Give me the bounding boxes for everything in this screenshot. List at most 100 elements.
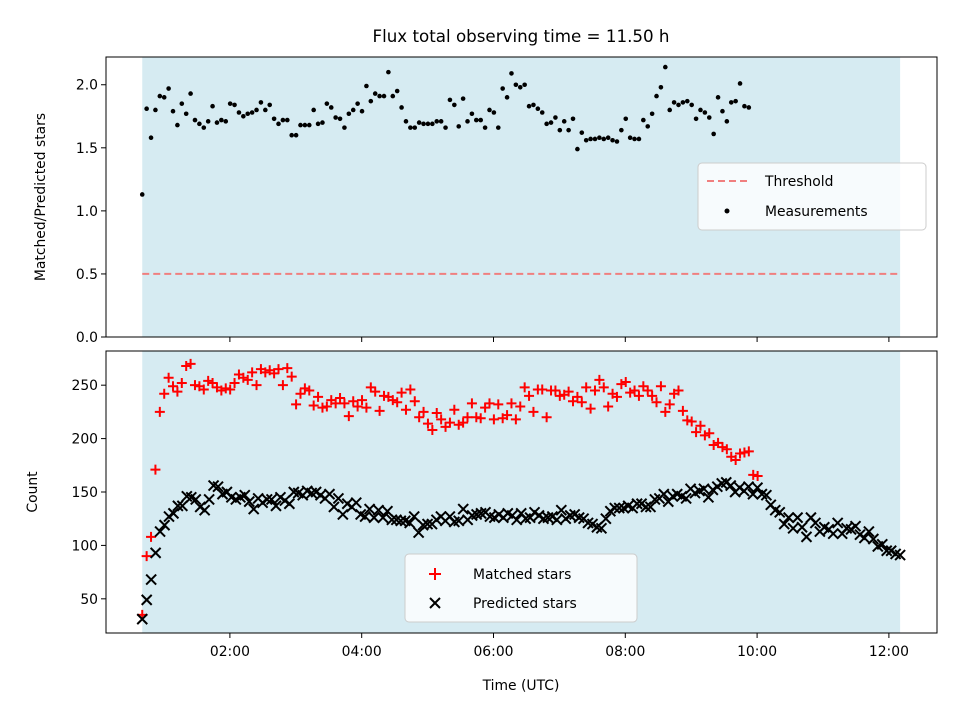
matched-star-point xyxy=(387,395,398,406)
predicted-star-point xyxy=(457,503,469,515)
matched-star-point xyxy=(282,363,293,374)
matched-star-point xyxy=(752,470,763,481)
measurement-point xyxy=(416,120,422,125)
matched-star-point xyxy=(524,390,535,401)
bottom-legend: Matched stars Predicted stars xyxy=(404,553,638,623)
matched-star-point xyxy=(295,388,306,399)
matched-star-point xyxy=(594,374,605,385)
measurement-point xyxy=(241,113,246,119)
measurement-point xyxy=(320,120,325,125)
predicted-star-point xyxy=(702,491,715,504)
predicted-star-point xyxy=(239,489,251,501)
matched-star-point xyxy=(475,413,486,424)
matched-star-point xyxy=(431,407,442,418)
matched-star-point xyxy=(339,398,350,409)
measurement-point xyxy=(548,120,554,125)
bottom-legend-box xyxy=(404,553,638,623)
matched-star-point xyxy=(150,464,161,475)
matched-star-point xyxy=(198,384,209,395)
measurement-point xyxy=(306,122,312,128)
predicted-star-point xyxy=(595,522,608,535)
top-y-tick-label: 1.0 xyxy=(76,204,98,220)
measurement-point xyxy=(676,102,681,108)
matched-star-point xyxy=(396,387,407,398)
matched-star-point xyxy=(620,376,631,387)
measurement-point xyxy=(342,125,347,130)
matched-star-point xyxy=(673,385,684,396)
matched-star-point xyxy=(378,390,389,401)
measurement-point xyxy=(566,127,571,133)
measurement-point xyxy=(504,95,510,100)
predicted-star-point xyxy=(203,493,215,506)
measurement-point xyxy=(210,103,215,109)
matched-star-point xyxy=(550,385,561,396)
matched-star-point xyxy=(541,412,552,423)
legend-matched-label: Matched stars xyxy=(473,567,571,583)
matched-star-point xyxy=(642,385,653,396)
matched-star-point xyxy=(699,430,710,441)
matched-star-point xyxy=(392,397,403,408)
measurement-point xyxy=(359,108,365,114)
matched-star-point xyxy=(506,398,517,409)
matched-star-point xyxy=(400,404,411,415)
predicted-stars-points xyxy=(136,476,906,625)
measurement-point xyxy=(531,102,536,108)
measurement-point xyxy=(443,125,448,130)
matched-star-point xyxy=(651,397,662,408)
matched-star-point xyxy=(611,391,622,402)
predicted-star-point xyxy=(323,488,336,500)
predicted-star-point xyxy=(774,506,786,519)
predicted-star-point xyxy=(600,512,612,525)
matched-star-point xyxy=(361,402,372,413)
measurement-point xyxy=(430,121,435,127)
matched-star-point xyxy=(172,386,183,397)
measurement-point xyxy=(605,135,611,141)
measurement-point xyxy=(711,131,716,137)
matched-star-point xyxy=(616,379,627,390)
measurement-point xyxy=(728,100,734,105)
bottom-x-tick-label: 12:00 xyxy=(869,644,909,660)
matched-star-point xyxy=(589,385,600,396)
predicted-star-point xyxy=(368,511,380,524)
top-panel: 0.00.51.01.52.0 Matched/Predicted stars … xyxy=(33,56,938,346)
measurement-point xyxy=(324,101,330,106)
measurement-point xyxy=(482,125,488,130)
measurement-point xyxy=(654,93,659,99)
measurement-point xyxy=(693,116,699,122)
matched-star-point xyxy=(444,417,455,428)
measurement-point xyxy=(487,107,492,113)
matched-star-point xyxy=(563,386,574,397)
measurement-point xyxy=(412,125,418,130)
matched-star-point xyxy=(462,412,473,423)
matched-star-point xyxy=(721,444,732,455)
measurement-point xyxy=(267,102,273,108)
measurement-point xyxy=(280,117,286,123)
measurement-point xyxy=(667,107,673,113)
matched-star-point xyxy=(633,390,644,401)
predicted-star-point xyxy=(782,511,795,524)
predicted-star-point xyxy=(381,505,394,517)
predicted-star-point xyxy=(849,520,862,532)
predicted-star-point xyxy=(261,493,273,506)
measurement-point xyxy=(205,119,211,124)
predicted-star-point xyxy=(421,518,434,530)
measurement-point xyxy=(153,107,158,113)
measurement-point xyxy=(421,121,426,127)
legend-threshold-label: Threshold xyxy=(764,174,833,190)
matched-star-point xyxy=(304,385,315,396)
measurement-point xyxy=(469,111,475,117)
measurement-point xyxy=(425,121,431,127)
measurement-point xyxy=(403,119,409,124)
bottom-y-tick-label: 150 xyxy=(71,485,98,501)
predicted-star-point xyxy=(809,517,822,529)
measurement-point xyxy=(526,103,532,109)
measurement-point xyxy=(561,119,567,124)
predicted-star-point xyxy=(136,613,148,625)
matched-star-point xyxy=(229,378,240,389)
top-legend-box xyxy=(697,162,927,231)
predicted-star-point xyxy=(800,531,813,543)
matched-star-point xyxy=(510,414,521,425)
measurement-point xyxy=(636,136,642,142)
matched-star-point xyxy=(743,446,754,457)
measurement-point xyxy=(188,91,193,96)
